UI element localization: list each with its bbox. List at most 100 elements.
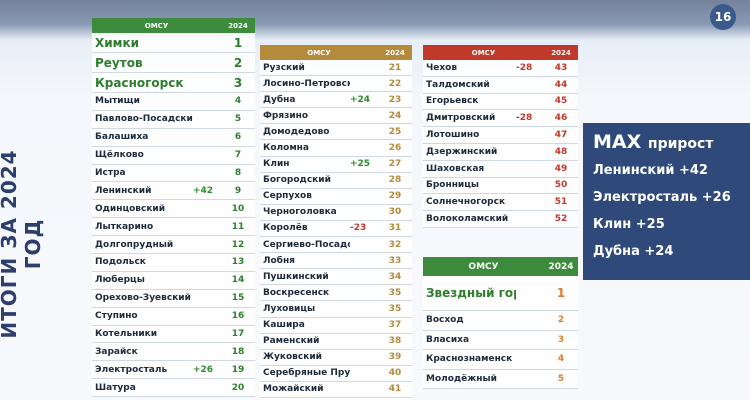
table-row: Богородский 28 [260,173,412,189]
district-name: Бронницы [426,180,480,191]
max-list: Ленинский +42 Электросталь +26 Клин +25 Дуб… [583,159,750,267]
district-name: Рузский [263,62,305,73]
rank: 3 [557,334,565,345]
rank: 9 [234,185,242,196]
table-header: ОМСУ 2024 [260,45,412,60]
rank: 44 [554,79,568,90]
table-row: Фрязино 24 [260,108,412,125]
district-name: Фрязино [263,110,309,121]
change: -28 [516,62,533,73]
district-name: Егорьевск [426,96,479,107]
rank: 17 [231,329,245,340]
rank: 14 [231,275,245,286]
rank: 5 [234,114,242,125]
table-row: Солнечногорск 51 [423,194,578,212]
table-row: Химки 1 [92,33,255,53]
table-row: Сергиево-Посадский 32 [260,237,412,254]
table-row: Дзержинский 48 [423,144,578,161]
district-name: Долгопрудный [95,239,174,250]
table-row: Лыткарино 11 [92,218,255,237]
header-cell: ОМСУ [307,48,331,57]
rank: 22 [388,78,402,89]
district-name: Королёв [263,223,308,234]
rank: 32 [388,239,402,250]
change: -28 [516,113,533,124]
table-row: Дмитровский -28 46 [423,110,578,128]
table-row: Котельники 17 [92,326,255,344]
rank: 31 [388,223,402,234]
district-name: Мытищи [95,96,140,107]
district-name: Черноголовка [263,207,337,218]
rank: 51 [554,197,568,208]
rank: 33 [388,255,402,266]
district-name: Подольск [95,257,146,268]
table-row: Коломна 26 [260,140,412,157]
district-name: Балашиха [95,132,149,143]
district-name: Чехов [426,62,458,73]
table-row: Волоколамский 52 [423,211,578,228]
rank: 47 [554,130,568,141]
district-name: Зарайск [95,346,138,357]
district-name: Щёлково [95,150,144,161]
district-name: Красногорск [95,75,184,90]
header-cell: 2024 [551,48,571,57]
rank: 1 [556,286,566,300]
rank: 48 [554,146,568,157]
max-item: Ленинский +42 [593,163,708,178]
district-name: Серебряные Пруды [263,368,350,379]
rank: 13 [231,257,245,268]
district-name: Домодедово [263,126,330,137]
rank: 46 [554,113,568,124]
table-row: Электросталь +26 19 [92,361,255,380]
rank: 34 [388,271,402,282]
rank: 18 [231,346,245,357]
rank: 20 [231,382,245,393]
header-cell: 2024 [548,261,574,272]
district-name: Сергиево-Посадский [263,239,350,250]
district-name: Дзержинский [426,146,498,157]
table-row: Одинцовский 10 [92,200,255,219]
table-row: Реутов 2 [92,53,255,73]
district-name: Воскресенск [263,287,330,298]
rank: 35 [388,303,402,314]
change: +26 [193,364,214,375]
rank: 10 [231,203,245,214]
table-row: Раменский 38 [260,334,412,350]
rank: 27 [388,159,402,170]
table-row: Балашиха 6 [92,129,255,147]
district-name: Звездный городок [426,286,516,300]
table-row: Рузский 21 [260,60,412,77]
table-row: Чехов -28 43 [423,60,578,77]
rank: 39 [388,352,402,363]
change: +25 [350,159,371,170]
rank: 21 [388,62,402,73]
district-name: Котельники [95,329,158,340]
district-name: Дмитровский [426,113,496,124]
district-name: Дубна [263,94,296,105]
rank: 24 [388,110,402,121]
rank: 16 [231,311,245,322]
rank: 38 [388,336,402,347]
district-name: Волоколамский [426,214,509,225]
table-row: Луховицы 35 [260,301,412,318]
district-name: Лосино-Петровский [263,78,350,89]
district-name: Павлово-Посадский [95,114,193,125]
table-row: Черноголовка 30 [260,205,412,221]
rank: 28 [388,175,402,186]
table-row: Молодёжный 5 [423,370,578,389]
table-row: Ленинский +42 9 [92,182,255,201]
rank: 5 [557,373,565,384]
district-name: Ступино [95,311,138,322]
table-row: Шаховская 49 [423,161,578,178]
district-name: Лобня [263,255,295,266]
table-row: Щёлково 7 [92,147,255,165]
district-name: Раменский [263,336,320,347]
table-row: Красногорск 3 [92,73,255,93]
table-row: Лотошино 47 [423,127,578,144]
district-name: Кашира [263,320,305,331]
district-name: Лыткарино [95,221,154,232]
header-cell: ОМСУ [144,21,169,30]
side-title: ИТОГИ ЗА 2024 ГОД [0,149,45,339]
district-name: Наро-Фоминский [260,399,350,400]
table-row: Власиха 3 [423,331,578,350]
